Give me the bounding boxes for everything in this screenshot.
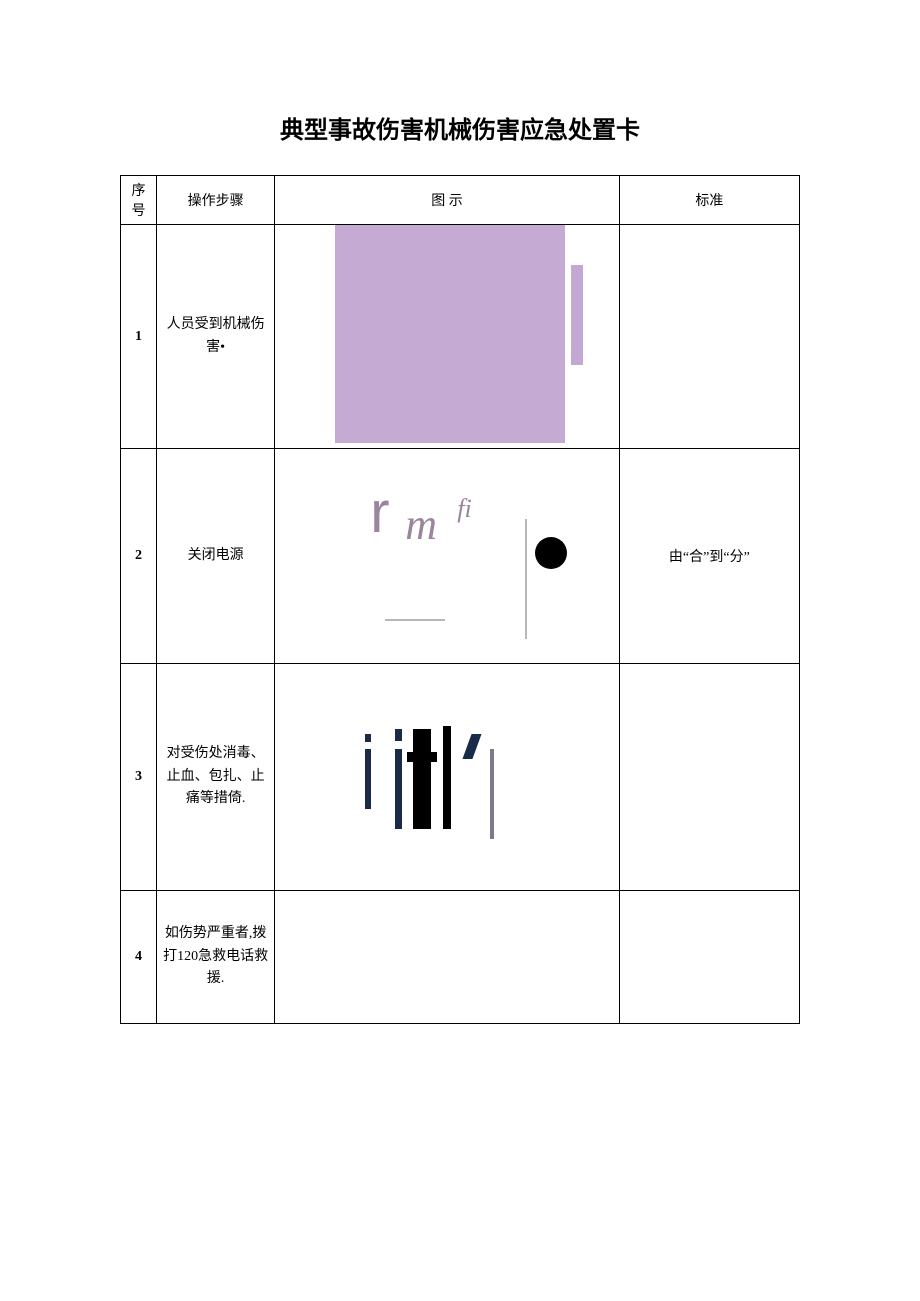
bars-graphic-icon xyxy=(365,734,545,844)
header-num: 序号 xyxy=(121,176,157,225)
table-header-row: 序号 操作步骤 图 示 标准 xyxy=(121,176,800,225)
bar-icon xyxy=(413,729,431,829)
bar-icon xyxy=(395,749,402,829)
page-title: 典型事故伤害机械伤害应急处置卡 xyxy=(120,110,800,145)
cell-standard xyxy=(619,225,799,449)
cell-num: 4 xyxy=(121,891,157,1024)
table-row: 4 如伤势严重者,拨打120急救电话救援. xyxy=(121,891,800,1024)
cell-image xyxy=(275,891,620,1024)
cell-image: r m fi xyxy=(275,449,620,664)
bar-icon xyxy=(365,749,371,809)
vertical-line-icon xyxy=(525,519,527,639)
header-standard: 标准 xyxy=(619,176,799,225)
cell-step: 如伤势严重者,拨打120急救电话救援. xyxy=(157,891,275,1024)
bar-icon xyxy=(463,734,482,759)
bar-icon xyxy=(365,734,371,742)
cell-image xyxy=(275,664,620,891)
glyph-m-icon: m xyxy=(405,499,437,550)
cell-num: 3 xyxy=(121,664,157,891)
table-row: 1 人员受到机械伤害• xyxy=(121,225,800,449)
cell-num: 1 xyxy=(121,225,157,449)
cell-step: 对受伤处消毒、止血、包扎、止痛等措倚. xyxy=(157,664,275,891)
cell-num: 2 xyxy=(121,449,157,664)
glyph-r-icon: r xyxy=(370,479,389,546)
purple-block-icon xyxy=(335,225,565,443)
bar-icon xyxy=(395,729,402,741)
cell-step: 人员受到机械伤害• xyxy=(157,225,275,449)
cell-image xyxy=(275,225,620,449)
header-image: 图 示 xyxy=(275,176,620,225)
cell-step: 关闭电源 xyxy=(157,449,275,664)
procedure-table: 序号 操作步骤 图 示 标准 1 人员受到机械伤害• 2 关闭电源 r m fi xyxy=(120,175,800,1024)
glyph-fi-icon: fi xyxy=(457,494,471,524)
bar-icon xyxy=(407,752,437,762)
table-row: 3 对受伤处消毒、止血、包扎、止痛等措倚. xyxy=(121,664,800,891)
purple-accent-icon xyxy=(571,265,583,365)
cell-standard: 由“合”到“分” xyxy=(619,449,799,664)
table-row: 2 关闭电源 r m fi 由“合”到“分” xyxy=(121,449,800,664)
bar-icon xyxy=(443,726,451,829)
bar-icon xyxy=(490,749,494,839)
cell-standard xyxy=(619,664,799,891)
header-step: 操作步骤 xyxy=(157,176,275,225)
horizontal-line-icon xyxy=(385,619,445,621)
black-dot-icon xyxy=(535,537,567,569)
cell-standard xyxy=(619,891,799,1024)
